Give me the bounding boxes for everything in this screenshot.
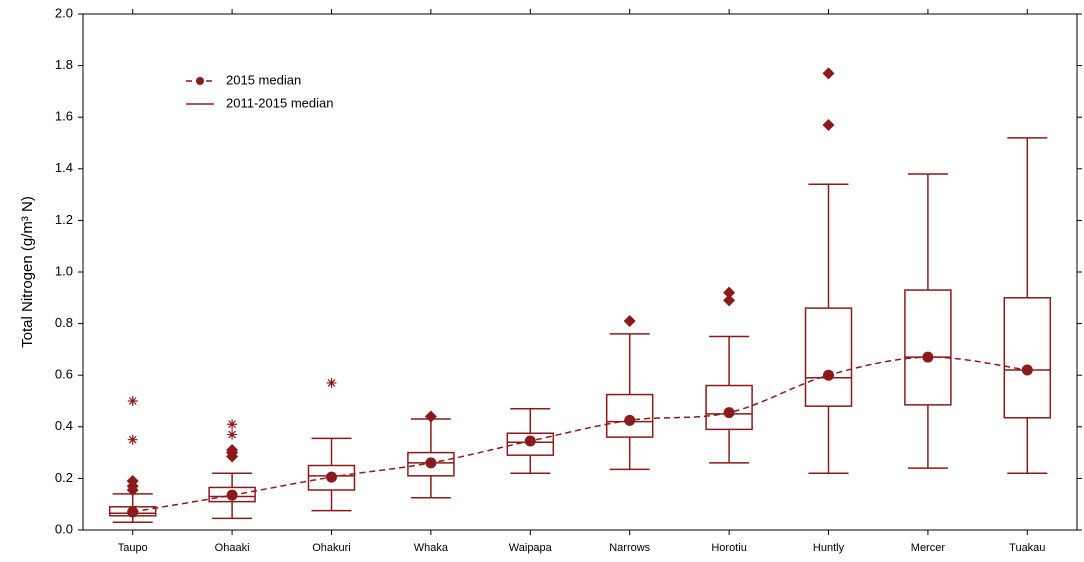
x-tick-label: Huntly <box>813 542 845 554</box>
box <box>904 289 952 406</box>
x-tick-label: Ohakuri <box>312 542 351 554</box>
y-tick-label: 0.6 <box>55 367 73 382</box>
median-line <box>132 356 1028 513</box>
extreme <box>326 377 337 388</box>
whisker-low <box>410 475 451 499</box>
outlier <box>822 67 835 80</box>
outlier <box>723 294 736 307</box>
y-tick-label: 1.0 <box>55 263 73 278</box>
median-dot <box>823 369 834 381</box>
whisker-high <box>609 333 650 395</box>
whisker-high <box>709 335 750 386</box>
extreme <box>227 419 238 430</box>
whisker-low <box>212 501 253 520</box>
whisker-high <box>907 173 948 291</box>
y-tick-label: 1.2 <box>55 212 73 227</box>
whisker-high <box>410 418 451 453</box>
legend-label: 2015 median <box>226 72 301 87</box>
x-tick-label: Ohaaki <box>215 542 250 554</box>
y-tick-label: 0.2 <box>55 470 73 485</box>
median-dot <box>922 351 934 363</box>
x-tick-label: Horotiu <box>711 542 746 554</box>
whisker-low <box>1007 417 1048 474</box>
legend-dot <box>196 77 204 85</box>
box <box>1003 297 1052 419</box>
extreme <box>127 434 138 445</box>
whisker-low <box>311 490 352 512</box>
whisker-low <box>609 437 650 471</box>
x-tick-label: Waipapa <box>509 542 553 554</box>
median-dot <box>226 489 238 501</box>
whisker-high <box>808 183 849 309</box>
outlier <box>623 315 636 328</box>
y-tick-label: 1.8 <box>55 57 73 72</box>
outlier <box>723 286 736 299</box>
box <box>407 451 455 477</box>
median-dot <box>1021 364 1033 376</box>
outlier <box>822 118 835 131</box>
box <box>804 307 853 407</box>
whisker-low <box>709 429 750 464</box>
box <box>605 393 654 438</box>
whisker-low <box>907 404 948 469</box>
outlier <box>226 450 239 463</box>
box <box>307 464 356 491</box>
whisker-high <box>212 472 253 488</box>
whisker-low <box>510 455 551 474</box>
x-tick-label: Mercer <box>911 542 946 554</box>
box <box>506 432 555 456</box>
box <box>208 486 256 503</box>
y-tick-label: 1.6 <box>55 109 73 124</box>
y-tick-label: 0.0 <box>55 521 73 536</box>
x-tick-label: Tuakau <box>1009 542 1045 554</box>
outlier <box>126 484 139 497</box>
whisker-low <box>808 406 849 474</box>
x-tick-label: Whaka <box>414 542 449 554</box>
median-dot <box>326 471 337 483</box>
whisker-high <box>1007 137 1048 298</box>
y-tick-label: 0.4 <box>55 418 73 433</box>
y-tick-label: 2.0 <box>55 5 73 20</box>
extreme <box>227 429 238 440</box>
extreme <box>127 396 138 406</box>
median-dot <box>127 506 139 518</box>
y-axis-title: Total Nitrogen (g/m³ N) <box>19 196 36 348</box>
x-tick-label: Taupo <box>118 542 148 554</box>
y-tick-label: 1.4 <box>55 160 73 175</box>
median-dot <box>624 414 636 426</box>
median-dot <box>425 457 437 469</box>
median-dot <box>723 407 735 419</box>
outlier <box>424 410 437 423</box>
legend-label: 2011-2015 median <box>226 95 333 110</box>
whisker-high <box>510 407 551 434</box>
whisker-high <box>311 437 352 466</box>
median-dot <box>524 435 536 447</box>
box <box>705 384 753 431</box>
x-tick-label: Narrows <box>609 542 650 554</box>
y-tick-label: 0.8 <box>55 315 73 330</box>
